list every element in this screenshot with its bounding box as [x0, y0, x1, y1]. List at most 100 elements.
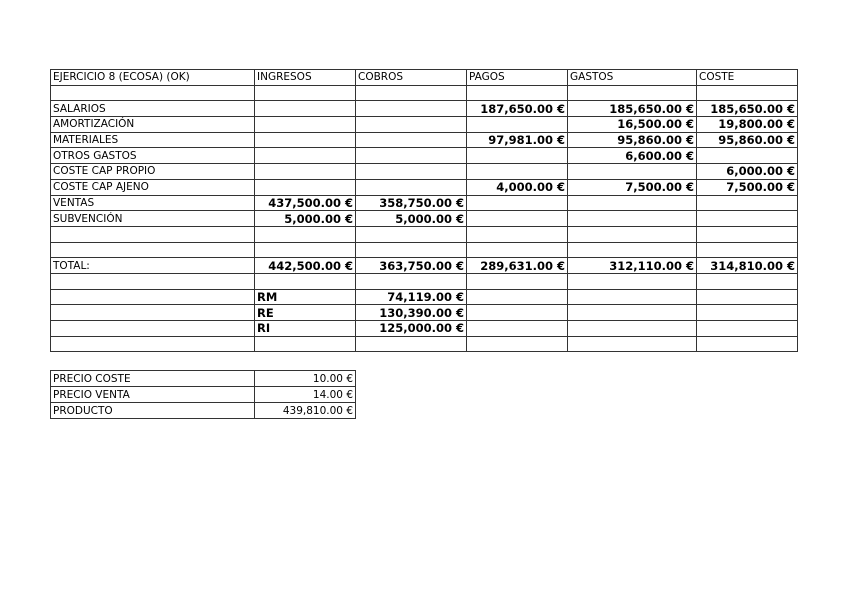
table-cell[interactable]: 6,000.00 €	[696, 163, 798, 180]
table-cell[interactable]	[50, 272, 255, 290]
table-cell[interactable]: 437,500.00 €	[254, 194, 356, 212]
table-cell[interactable]	[355, 100, 467, 118]
table-cell[interactable]	[254, 84, 356, 102]
table-cell[interactable]	[50, 241, 255, 259]
table-cell[interactable]: RE	[254, 304, 356, 321]
table-cell[interactable]	[696, 241, 798, 259]
table-cell[interactable]	[567, 163, 697, 180]
table-cell[interactable]	[355, 131, 467, 149]
table-cell[interactable]	[466, 163, 568, 180]
table-cell[interactable]: 312,110.00 €	[567, 257, 697, 274]
table-cell[interactable]	[466, 288, 568, 306]
column-header[interactable]: GASTOS	[567, 69, 697, 86]
table-cell[interactable]: 289,631.00 €	[466, 257, 568, 274]
table-cell[interactable]	[254, 241, 356, 259]
table-cell[interactable]	[696, 320, 798, 337]
table-cell[interactable]	[355, 116, 467, 133]
table-cell[interactable]	[466, 225, 568, 243]
table-cell[interactable]	[466, 210, 568, 227]
table-cell[interactable]: 95,860.00 €	[696, 131, 798, 149]
column-header[interactable]: EJERCICIO 8 (ECOSA) (OK)	[50, 69, 255, 86]
table-cell[interactable]	[567, 210, 697, 227]
table-cell[interactable]	[355, 84, 467, 102]
table-cell[interactable]	[355, 163, 467, 180]
table-cell[interactable]: 125,000.00 €	[355, 320, 467, 337]
table-cell[interactable]: 95,860.00 €	[567, 131, 697, 149]
price-label[interactable]: PRECIO VENTA	[50, 386, 255, 403]
column-header[interactable]: COSTE	[696, 69, 798, 86]
table-cell[interactable]	[254, 178, 356, 196]
table-cell[interactable]: 19,800.00 €	[696, 116, 798, 133]
table-cell[interactable]: 314,810.00 €	[696, 257, 798, 274]
table-cell[interactable]	[567, 272, 697, 290]
table-cell[interactable]	[50, 304, 255, 321]
table-cell[interactable]: COSTE CAP PROPIO	[50, 163, 255, 180]
table-cell[interactable]: 5,000.00 €	[254, 210, 356, 227]
price-value[interactable]: 439,810.00 €	[254, 402, 356, 419]
table-cell[interactable]	[254, 335, 356, 353]
table-cell[interactable]	[355, 178, 467, 196]
table-cell[interactable]	[567, 84, 697, 102]
table-cell[interactable]	[696, 147, 798, 165]
table-cell[interactable]: 185,650.00 €	[567, 100, 697, 118]
price-label[interactable]: PRECIO COSTE	[50, 370, 255, 387]
table-cell[interactable]: VENTAS	[50, 194, 255, 212]
table-cell[interactable]	[696, 335, 798, 353]
table-cell[interactable]: 97,981.00 €	[466, 131, 568, 149]
table-cell[interactable]: 4,000.00 €	[466, 178, 568, 196]
table-cell[interactable]	[466, 147, 568, 165]
table-cell[interactable]	[254, 147, 356, 165]
table-cell[interactable]: MATERIALES	[50, 131, 255, 149]
table-cell[interactable]: 7,500.00 €	[696, 178, 798, 196]
table-cell[interactable]	[466, 84, 568, 102]
table-cell[interactable]	[355, 225, 467, 243]
table-cell[interactable]	[254, 131, 356, 149]
table-cell[interactable]: 7,500.00 €	[567, 178, 697, 196]
table-cell[interactable]	[567, 288, 697, 306]
table-cell[interactable]: AMORTIZACIÓN	[50, 116, 255, 133]
table-cell[interactable]	[50, 288, 255, 306]
table-cell[interactable]	[696, 272, 798, 290]
table-cell[interactable]: 130,390.00 €	[355, 304, 467, 321]
table-cell[interactable]: OTROS GASTOS	[50, 147, 255, 165]
column-header[interactable]: COBROS	[355, 69, 467, 86]
table-cell[interactable]	[567, 304, 697, 321]
table-cell[interactable]: 16,500.00 €	[567, 116, 697, 133]
table-cell[interactable]: RI	[254, 320, 356, 337]
table-cell[interactable]: 6,600.00 €	[567, 147, 697, 165]
table-cell[interactable]: 74,119.00 €	[355, 288, 467, 306]
table-cell[interactable]: 358,750.00 €	[355, 194, 467, 212]
table-cell[interactable]	[355, 272, 467, 290]
table-cell[interactable]	[466, 272, 568, 290]
table-cell[interactable]: 185,650.00 €	[696, 100, 798, 118]
price-label[interactable]: PRODUCTO	[50, 402, 255, 419]
table-cell[interactable]: SALARIOS	[50, 100, 255, 118]
table-cell[interactable]	[466, 116, 568, 133]
table-cell[interactable]: 5,000.00 €	[355, 210, 467, 227]
table-cell[interactable]	[466, 335, 568, 353]
table-cell[interactable]	[567, 225, 697, 243]
table-cell[interactable]	[254, 272, 356, 290]
table-cell[interactable]	[254, 116, 356, 133]
price-value[interactable]: 10.00 €	[254, 370, 356, 387]
table-cell[interactable]	[696, 194, 798, 212]
table-cell[interactable]: SUBVENCIÓN	[50, 210, 255, 227]
table-cell[interactable]	[696, 210, 798, 227]
price-value[interactable]: 14.00 €	[254, 386, 356, 403]
column-header[interactable]: INGRESOS	[254, 69, 356, 86]
table-cell[interactable]: RM	[254, 288, 356, 306]
table-cell[interactable]	[567, 335, 697, 353]
table-cell[interactable]	[355, 335, 467, 353]
table-cell[interactable]	[50, 225, 255, 243]
table-cell[interactable]	[355, 147, 467, 165]
column-header[interactable]: PAGOS	[466, 69, 568, 86]
table-cell[interactable]: 442,500.00 €	[254, 257, 356, 274]
table-cell[interactable]: COSTE CAP AJENO	[50, 178, 255, 196]
table-cell[interactable]	[355, 241, 467, 259]
table-cell[interactable]	[567, 320, 697, 337]
table-cell[interactable]	[696, 288, 798, 306]
table-cell[interactable]	[254, 163, 356, 180]
table-cell[interactable]	[696, 84, 798, 102]
table-cell[interactable]	[466, 320, 568, 337]
table-cell[interactable]: 363,750.00 €	[355, 257, 467, 274]
